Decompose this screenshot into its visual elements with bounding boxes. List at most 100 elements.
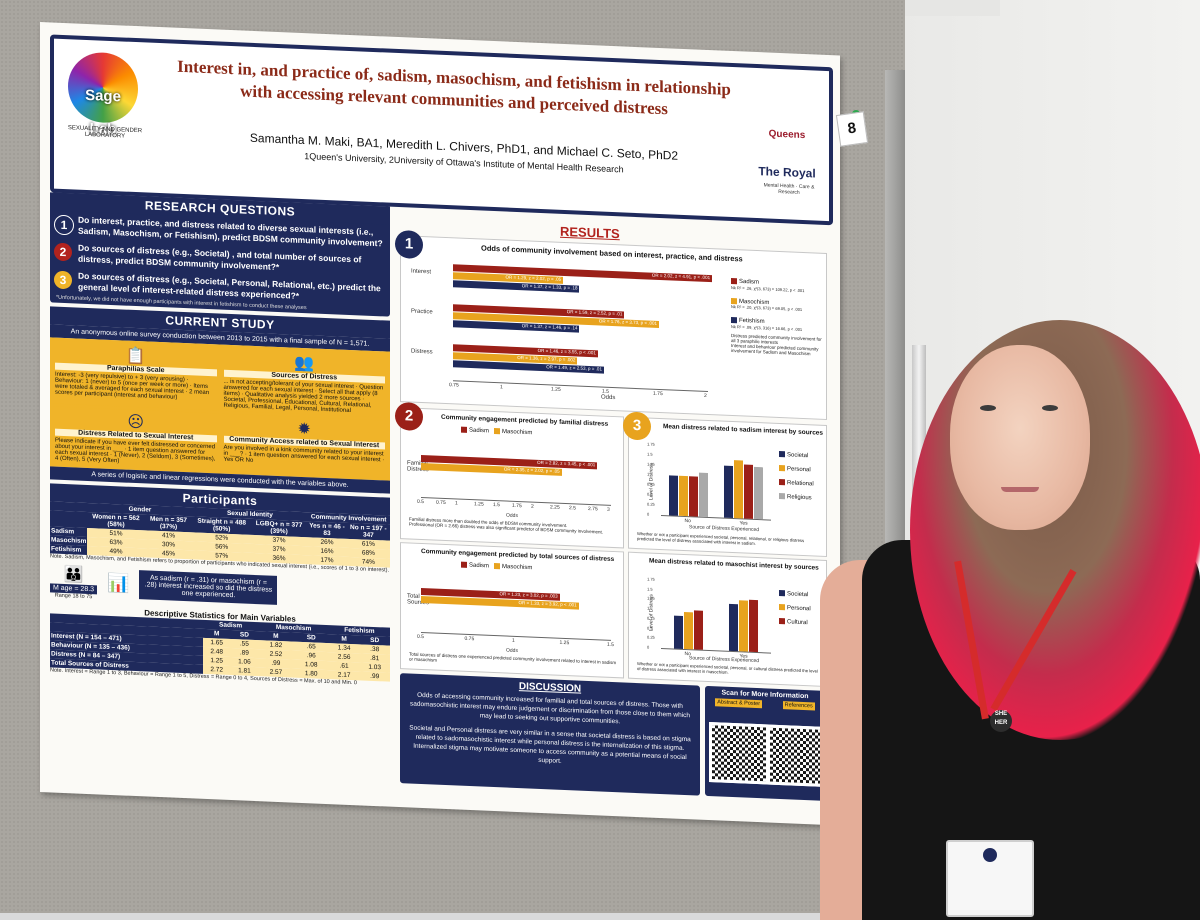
- current-study-box: CURRENT STUDY An anonymous online survey…: [50, 306, 390, 494]
- panel-2-xlabel: Odds: [506, 512, 518, 520]
- results-heading: RESULTS: [560, 223, 620, 242]
- sage-lab-logo: Sage Lab: [68, 51, 138, 138]
- y-tick-label: 1.25: [647, 595, 655, 602]
- y-tick-label: 1: [647, 605, 650, 611]
- y-tick-label: 1.25: [647, 461, 655, 467]
- results-panel-3b: Mean distress related to masochist inter…: [628, 551, 827, 687]
- discussion-box: DISCUSSION Odds of accessing community i…: [400, 673, 700, 796]
- results-panel-2: 2 Community engagement predicted by fami…: [395, 401, 624, 549]
- results-panel-2b: Community engagement predicted by total …: [400, 542, 624, 679]
- royal-subtitle: Mental Health · Care & Research: [763, 182, 815, 196]
- x-tick-label: 1.5: [493, 501, 500, 509]
- royal-logo: The Royal: [758, 164, 816, 181]
- y-tick-label: 1.75: [647, 441, 655, 447]
- y-tick-label: 0.75: [647, 481, 655, 487]
- poster-title: Interest in, and practice of, sadism, ma…: [177, 56, 731, 119]
- category-label: Interest: [411, 268, 432, 276]
- x-tick-label: 1: [455, 500, 458, 507]
- x-tick-label: 1.5: [607, 641, 614, 649]
- queens-logo: Queens: [768, 128, 806, 142]
- pin-line2: HER: [994, 720, 1008, 726]
- bar-personal: [738, 600, 748, 652]
- bar-societal: [668, 475, 678, 516]
- right-eye: [1042, 405, 1058, 411]
- abstract-label: Abstract & Poster: [715, 698, 763, 709]
- left-column: RESEARCH QUESTIONS 1 Do interest, practic…: [50, 192, 390, 796]
- x-tick-label: 0.5: [417, 633, 424, 641]
- bar-cultural: [693, 610, 703, 650]
- badge-logo-icon: [983, 848, 997, 862]
- x-tick-label: 0.75: [436, 499, 446, 507]
- x-tick-label: 1.75: [512, 502, 522, 510]
- results-panel-1: 1 Odds of community involvement based on…: [395, 229, 827, 420]
- panel-1-xlabel: Odds: [601, 394, 616, 402]
- research-poster: Sage Lab SEXUALITY AND GENDER LABORATORY …: [40, 22, 840, 826]
- bar-relational: [743, 464, 753, 519]
- bar-personal: [678, 475, 688, 517]
- bar-religious: [698, 472, 708, 517]
- bar-personal: [733, 460, 743, 519]
- bar-chart-icon: 📊: [107, 572, 130, 594]
- measure-community: ✹ Community Access related to Sexual Inte…: [221, 413, 387, 478]
- bar-societal: [673, 615, 683, 649]
- age-range: Range 18 to 75: [54, 592, 93, 601]
- x-tick-label: 0.75: [449, 382, 459, 389]
- bar-societal: [723, 465, 733, 519]
- mouth: [1001, 487, 1039, 492]
- correlation-callout: As sadism (r = .31) or masochism (r = .2…: [139, 570, 278, 605]
- x-tick-label: 2: [704, 392, 707, 399]
- people-icon: 👪: [63, 565, 84, 584]
- measure-text: Interest: -3 (very repulsive) to + 3 (ve…: [55, 371, 210, 401]
- current-study-grid: 📋 Paraphilias Scale Interest: -3 (very rep…: [50, 337, 390, 481]
- x-tick-label: 2.25: [550, 504, 560, 511]
- x-tick-label: 2: [531, 503, 534, 510]
- x-tick-label: 3: [607, 506, 610, 513]
- y-tick-label: 0: [647, 644, 650, 650]
- participants-box: Participants Gender Sexual Identity Comm…: [50, 483, 390, 612]
- y-tick-label: 1.75: [647, 576, 655, 582]
- x-tick-label: 1.25: [559, 639, 570, 647]
- x-axis: [453, 380, 708, 392]
- x-tick-label: 1.25: [474, 501, 484, 508]
- measure-text: Please indicate if you have ever felt di…: [55, 437, 216, 465]
- column-header: Yes n = 46 - 83: [307, 521, 347, 539]
- measure-sources: 👥 Sources of Distress... is not accepting…: [221, 347, 387, 418]
- rq-number-3: 3: [54, 270, 72, 290]
- x-tick-label: 1.25: [551, 386, 561, 393]
- y-tick-label: 0.25: [647, 634, 655, 641]
- y-tick-label: 0.5: [647, 625, 653, 631]
- presenter: SHE HER: [800, 300, 1200, 920]
- measure-distress: ☹ Distress Related to Sexual Interest Plea…: [53, 406, 219, 471]
- poster-number-tag: 8: [835, 111, 869, 147]
- bar-cultural: [748, 599, 758, 653]
- panel-2b-xlabel: Odds: [506, 647, 518, 655]
- rq-number-1: 1: [54, 214, 74, 236]
- logo-line1: Sage: [85, 86, 121, 106]
- category-label: Practice: [411, 308, 433, 316]
- bar-relational: [688, 476, 698, 517]
- y-tick-label: 0.75: [647, 615, 655, 621]
- bar-societal: [728, 604, 738, 652]
- measure-text: ... is not accepting/tolerant of your se…: [223, 378, 384, 415]
- pin-line1: SHE: [994, 711, 1008, 717]
- left-eye: [980, 405, 996, 411]
- descriptives-box: Descriptive Statistics for Main Variable…: [50, 604, 390, 687]
- y-tick-label: 1.5: [647, 586, 653, 592]
- research-questions-box: RESEARCH QUESTIONS 1 Do interest, practic…: [50, 192, 390, 317]
- x-tick-label: 2.5: [569, 505, 576, 512]
- measure-paraphilias: 📋 Paraphilias Scale Interest: -3 (very rep…: [53, 340, 219, 411]
- age-block: 👪 M age = 28.3 Range 18 to 75: [50, 563, 98, 601]
- category-label: Distress: [411, 348, 433, 356]
- table-corner: [50, 510, 88, 528]
- y-tick-label: 0.25: [647, 501, 655, 507]
- qr-code-abstract[interactable]: [709, 722, 769, 785]
- x-tick-label: 0.5: [417, 498, 424, 506]
- x-tick-label: 2.75: [588, 505, 598, 513]
- presenter-face: [950, 345, 1090, 530]
- pronoun-pin: SHE HER: [990, 710, 1012, 732]
- column-header: No n = 197 - 347: [346, 522, 390, 541]
- y-tick-label: 1.5: [647, 451, 653, 457]
- name-badge: [946, 840, 1034, 917]
- bar-personal: [683, 612, 693, 650]
- rq-number-2: 2: [54, 242, 72, 262]
